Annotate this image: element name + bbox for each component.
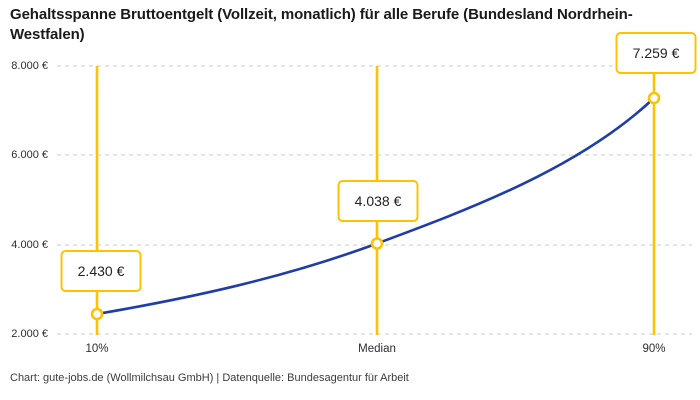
- ytick-6000: 6.000 €: [11, 149, 48, 161]
- data-point-10pct: [90, 307, 104, 321]
- chart-title: Gehaltsspanne Bruttoentgelt (Vollzeit, m…: [10, 6, 633, 43]
- value-label-median: 4.038 €: [337, 180, 419, 222]
- xtick-90pct: 90%: [642, 343, 666, 355]
- xtick-10pct: 10%: [85, 343, 109, 355]
- ytick-8000: 8.000 €: [11, 60, 48, 72]
- data-point-90pct: [647, 91, 661, 105]
- value-label-10pct: 2.430 €: [60, 250, 142, 292]
- data-point-median: [370, 237, 384, 250]
- source-credit: Chart: gute-jobs.de (Wollmilchsau GmbH) …: [10, 372, 409, 384]
- ytick-4000: 4.000 €: [11, 239, 48, 251]
- value-label-90pct: 7.259 €: [615, 32, 697, 74]
- ytick-2000: 2.000 €: [11, 328, 48, 340]
- xtick-median: Median: [358, 343, 396, 355]
